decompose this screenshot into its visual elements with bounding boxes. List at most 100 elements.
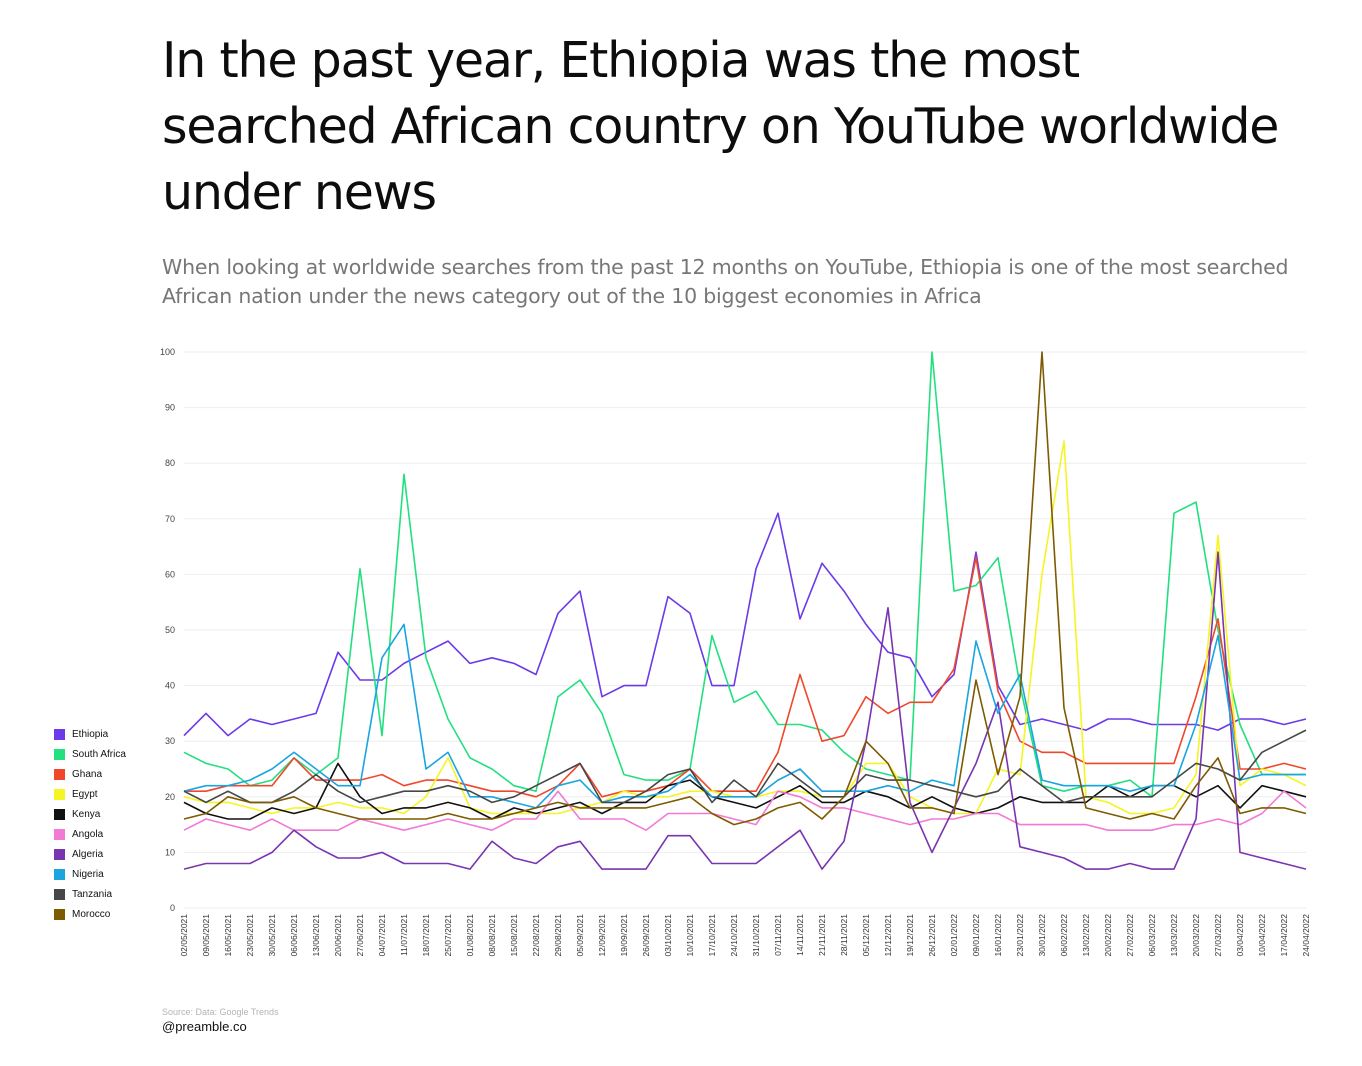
x-tick-label: 02/05/2021 xyxy=(179,914,189,957)
x-tick-label: 16/01/2022 xyxy=(993,914,1003,957)
x-tick-label: 25/07/2021 xyxy=(443,914,453,957)
y-tick-label: 70 xyxy=(165,514,175,524)
series-lines xyxy=(183,351,1307,870)
x-tick-label: 08/08/2021 xyxy=(487,914,497,957)
x-tick-label: 20/03/2022 xyxy=(1191,914,1201,957)
legend-item-nigeria: Nigeria xyxy=(54,864,154,884)
series-line-ghana xyxy=(184,556,1307,798)
legend-item-egypt: Egypt xyxy=(54,784,154,804)
legend-swatch xyxy=(54,728,65,740)
series-line-kenya xyxy=(183,762,1307,820)
x-tick-label: 30/01/2022 xyxy=(1037,914,1047,957)
legend-label: Algeria xyxy=(72,848,104,860)
y-axis-ticks: 0 10 20 30 40 50 60 70 80 90 100 xyxy=(160,347,175,913)
x-tick-label: 13/02/2022 xyxy=(1081,914,1091,957)
legend-label: Egypt xyxy=(72,788,98,800)
x-tick-label: 31/10/2021 xyxy=(751,914,761,957)
legend-label: Kenya xyxy=(72,808,101,820)
y-tick-label: 100 xyxy=(160,347,175,357)
y-tick-label: 80 xyxy=(165,458,175,468)
legend-item-south-africa: South Africa xyxy=(54,744,154,764)
x-tick-label: 20/06/2021 xyxy=(333,914,343,957)
y-tick-label: 90 xyxy=(165,403,175,413)
y-tick-label: 10 xyxy=(165,847,175,857)
author-handle: @preamble.co xyxy=(162,1019,247,1034)
x-tick-label: 17/04/2022 xyxy=(1279,914,1289,957)
legend-label: Nigeria xyxy=(72,868,104,880)
y-tick-label: 40 xyxy=(165,681,175,691)
legend-label: South Africa xyxy=(72,748,126,760)
y-tick-label: 20 xyxy=(165,792,175,802)
series-line-algeria xyxy=(183,551,1307,870)
x-tick-label: 14/11/2021 xyxy=(795,914,805,956)
x-tick-label: 20/02/2022 xyxy=(1103,914,1113,957)
x-tick-label: 13/06/2021 xyxy=(311,914,321,957)
legend: Ethiopia South Africa Ghana Egypt Kenya Angol… xyxy=(54,724,154,924)
line-chart: 0 10 20 30 40 50 60 70 80 90 100 02/05/2021 09/05/2… xyxy=(160,347,1311,957)
legend-label: Angola xyxy=(72,828,104,840)
x-tick-label: 26/09/2021 xyxy=(641,914,651,957)
x-tick-label: 01/08/2021 xyxy=(465,914,475,957)
x-tick-label: 06/02/2022 xyxy=(1059,914,1069,957)
x-tick-label: 29/08/2021 xyxy=(553,914,563,957)
x-tick-label: 27/03/2022 xyxy=(1213,914,1223,957)
x-tick-label: 24/10/2021 xyxy=(729,914,739,957)
source-note: Source: Data: Google Trends xyxy=(162,1007,279,1017)
x-tick-label: 05/12/2021 xyxy=(861,914,871,957)
legend-item-kenya: Kenya xyxy=(54,804,154,824)
x-tick-label: 12/12/2021 xyxy=(883,914,893,957)
x-tick-label: 28/11/2021 xyxy=(839,914,849,956)
x-tick-label: 10/10/2021 xyxy=(685,914,695,957)
x-tick-label: 02/01/2022 xyxy=(949,914,959,957)
legend-swatch xyxy=(54,868,65,880)
x-axis-ticks: 02/05/2021 09/05/2021 16/05/2021 23/05/2021… xyxy=(179,914,1311,957)
x-tick-label: 24/04/2022 xyxy=(1301,914,1311,957)
x-tick-label: 07/11/2021 xyxy=(773,914,783,956)
legend-swatch xyxy=(54,748,65,760)
legend-swatch xyxy=(54,788,65,800)
x-tick-label: 19/12/2021 xyxy=(905,914,915,957)
series-line-morocco xyxy=(183,351,1307,826)
x-tick-label: 27/06/2021 xyxy=(355,914,365,957)
y-tick-label: 0 xyxy=(170,903,175,913)
x-tick-label: 19/09/2021 xyxy=(619,914,629,957)
x-tick-label: 17/10/2021 xyxy=(707,914,717,957)
x-tick-label: 30/05/2021 xyxy=(267,914,277,957)
series-line-tanzania xyxy=(183,729,1307,804)
x-tick-label: 06/06/2021 xyxy=(289,914,299,957)
legend-item-morocco: Morocco xyxy=(54,904,154,924)
legend-item-angola: Angola xyxy=(54,824,154,844)
x-tick-label: 03/04/2022 xyxy=(1235,914,1245,957)
x-tick-label: 21/11/2021 xyxy=(817,914,827,956)
x-tick-label: 09/01/2022 xyxy=(971,914,981,957)
x-tick-label: 11/07/2021 xyxy=(399,914,409,956)
x-tick-label: 03/10/2021 xyxy=(663,914,673,957)
series-line-ethiopia xyxy=(183,512,1307,737)
legend-item-ghana: Ghana xyxy=(54,764,154,784)
x-tick-label: 18/07/2021 xyxy=(421,914,431,957)
series-line-south-africa xyxy=(183,351,1306,798)
legend-swatch xyxy=(54,848,65,860)
chart-subtitle: When looking at worldwide searches from … xyxy=(162,255,1289,308)
x-tick-label: 27/02/2022 xyxy=(1125,914,1135,957)
legend-item-tanzania: Tanzania xyxy=(54,884,154,904)
x-tick-label: 23/01/2022 xyxy=(1015,914,1025,957)
x-tick-label: 05/09/2021 xyxy=(575,914,585,957)
y-tick-label: 60 xyxy=(165,569,175,579)
x-tick-label: 15/08/2021 xyxy=(509,914,519,957)
x-tick-label: 13/03/2022 xyxy=(1169,914,1179,957)
x-tick-label: 12/09/2021 xyxy=(597,914,607,957)
legend-swatch xyxy=(54,808,65,820)
x-tick-label: 10/04/2022 xyxy=(1257,914,1267,957)
legend-swatch xyxy=(54,908,65,920)
legend-item-ethiopia: Ethiopia xyxy=(54,724,154,744)
legend-swatch xyxy=(54,888,65,900)
y-tick-label: 50 xyxy=(165,625,175,635)
legend-item-algeria: Algeria xyxy=(54,844,154,864)
x-tick-label: 23/05/2021 xyxy=(245,914,255,957)
y-tick-label: 30 xyxy=(165,736,175,746)
legend-label: Ghana xyxy=(72,768,103,780)
x-tick-label: 22/08/2021 xyxy=(531,914,541,957)
chart-title: In the past year, Ethiopia was the most … xyxy=(162,32,1279,221)
legend-swatch xyxy=(54,768,65,780)
